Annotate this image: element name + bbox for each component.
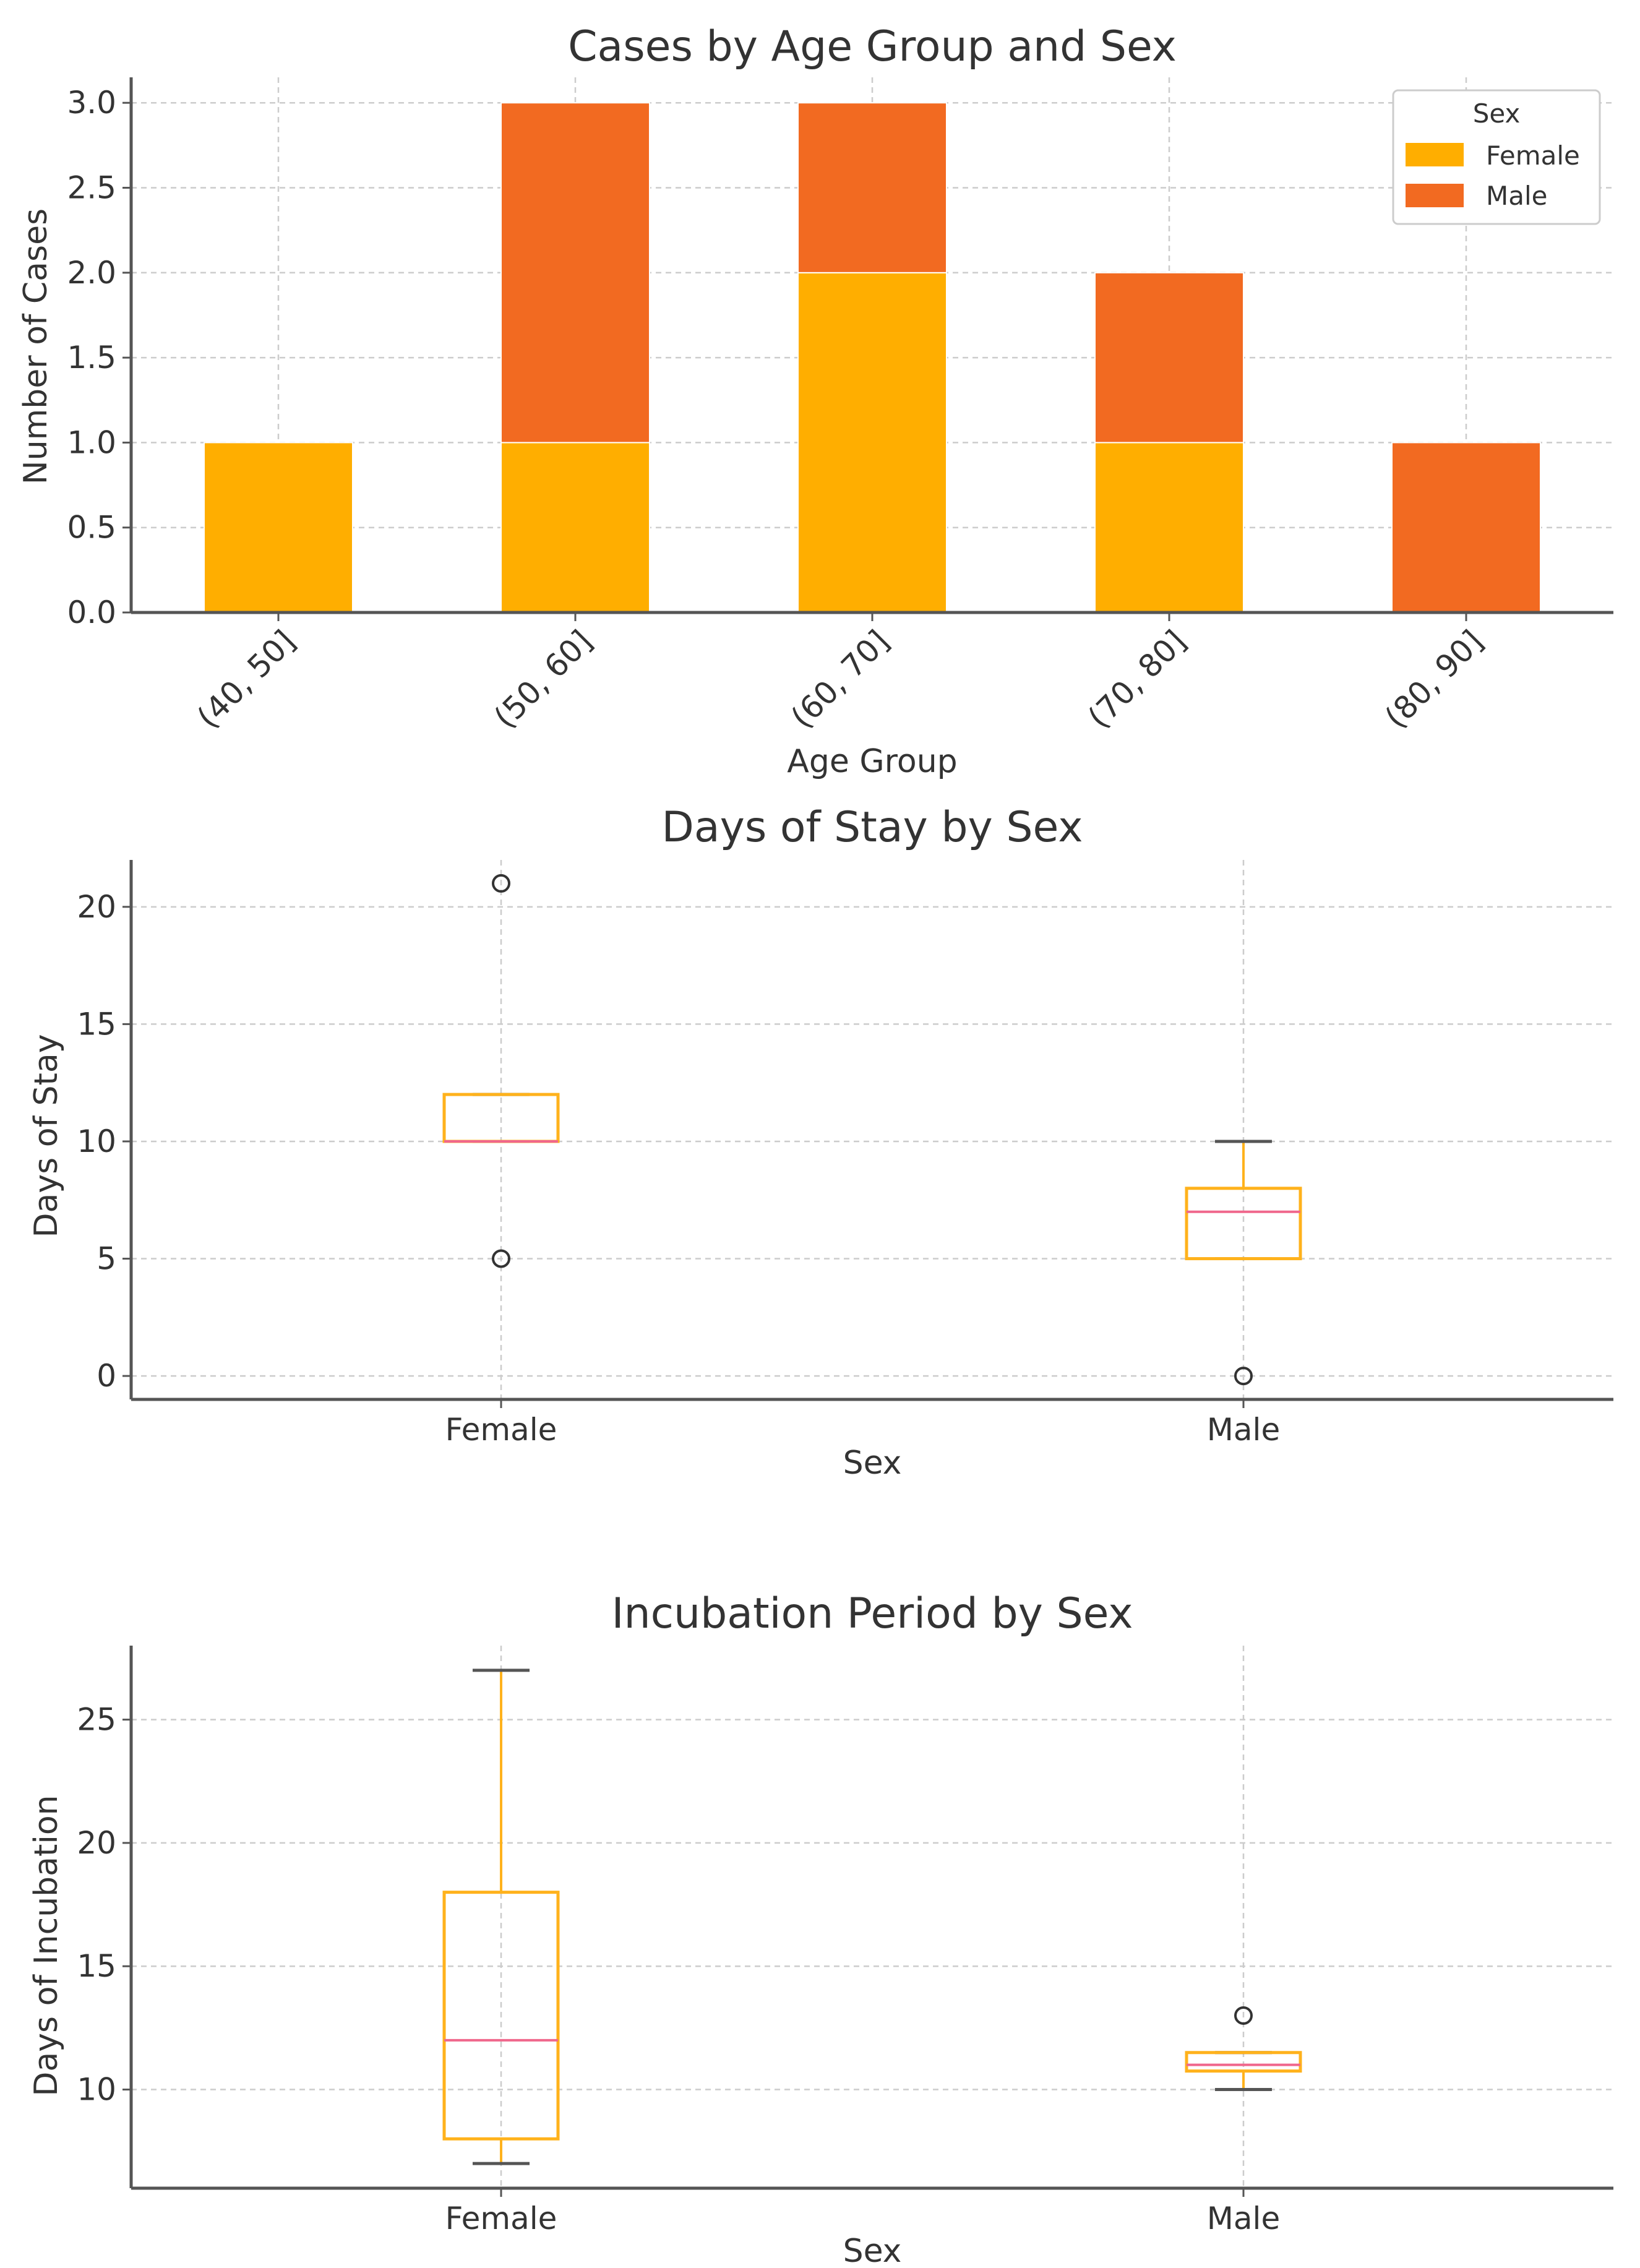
days-of-stay-chart: Days of Stay by Sex Days of Stay Sex 0 5 1… [28, 803, 1613, 1482]
y-tick-label: 10 [77, 2072, 116, 2108]
box-male [1185, 1140, 1302, 1386]
y-tick-label: 15 [77, 1006, 116, 1042]
bar-female-70-80 [1094, 442, 1244, 614]
axes: 10 15 20 25 Female Male [77, 1646, 1613, 2236]
legend-label-male: Male [1486, 181, 1547, 211]
x-tick-label: Female [445, 2201, 557, 2236]
x-tick-label: (60, 70] [784, 623, 896, 735]
y-tick-label: 0.5 [67, 510, 116, 546]
incubation-period-chart: Incubation Period by Sex Days of Incubat… [28, 1589, 1613, 2268]
x-tick-label: (80, 90] [1378, 623, 1490, 735]
box-female [442, 1669, 560, 2165]
bar-female-40-50 [204, 442, 353, 614]
legend-title: Sex [1473, 98, 1521, 129]
x-tick-label: (50, 60] [487, 623, 599, 735]
y-tick-label: 3.0 [67, 85, 116, 121]
y-tick-label: 1.0 [67, 424, 116, 460]
gridlines [131, 860, 1613, 1399]
box-male [1185, 2006, 1302, 2092]
y-tick-label: 20 [77, 1825, 116, 1861]
bar-male-60-70 [797, 102, 947, 273]
box-iqr [1185, 2051, 1302, 2073]
y-tick-label: 20 [77, 889, 116, 925]
chart-title: Days of Stay by Sex [662, 803, 1083, 852]
outlier-point [492, 1249, 510, 1268]
outlier-point [1234, 2006, 1253, 2025]
legend-swatch-male [1406, 184, 1464, 207]
x-axis-label: Sex [843, 2233, 902, 2268]
y-axis-label: Days of Incubation [28, 1795, 65, 2096]
legend-swatch-female [1406, 143, 1464, 166]
y-tick-label: 0.0 [67, 595, 116, 630]
bar-female-60-70 [797, 272, 947, 613]
cases-by-age-chart: Cases by Age Group and Sex Number of Cas… [17, 22, 1613, 780]
boxes [442, 1669, 1302, 2165]
boxes [442, 874, 1302, 1386]
x-tick-label: Male [1207, 2201, 1280, 2236]
y-tick-label: 10 [77, 1123, 116, 1159]
x-tick-label: Female [445, 1412, 557, 1448]
y-tick-label: 25 [77, 1702, 116, 1738]
y-tick-label: 2.0 [67, 255, 116, 291]
x-axis-label: Age Group [787, 743, 957, 780]
x-tick-label: (70, 80] [1081, 623, 1193, 735]
box-female [442, 874, 560, 1268]
legend-label-female: Female [1486, 140, 1580, 171]
y-tick-label: 5 [97, 1241, 116, 1277]
bar-male-80-90 [1391, 442, 1541, 614]
gridlines [131, 1646, 1613, 2188]
bar-male-70-80 [1094, 272, 1244, 444]
y-tick-label: 2.5 [67, 170, 116, 205]
box-iqr [442, 1891, 560, 2141]
chart-title: Incubation Period by Sex [611, 1589, 1133, 1638]
y-tick-label: 15 [77, 1948, 116, 1984]
bar-male-50-60 [500, 102, 650, 444]
outlier-point [1234, 1367, 1253, 1386]
axes: 0 5 10 15 20 Female Male [77, 860, 1613, 1448]
chart-title: Cases by Age Group and Sex [568, 22, 1177, 71]
bars [204, 102, 1541, 614]
y-axis-label: Days of Stay [28, 1034, 65, 1238]
y-tick-label: 0 [97, 1358, 116, 1394]
y-axis-label: Number of Cases [17, 208, 54, 484]
bar-female-50-60 [500, 442, 650, 614]
y-tick-label: 1.5 [67, 340, 116, 376]
legend: Sex Female Male [1392, 89, 1601, 225]
outlier-point [492, 874, 510, 893]
x-axis-label: Sex [843, 1445, 902, 1482]
x-tick-label: Male [1207, 1412, 1280, 1448]
box-iqr [1185, 1187, 1302, 1261]
x-tick-label: (40, 50] [190, 623, 302, 735]
